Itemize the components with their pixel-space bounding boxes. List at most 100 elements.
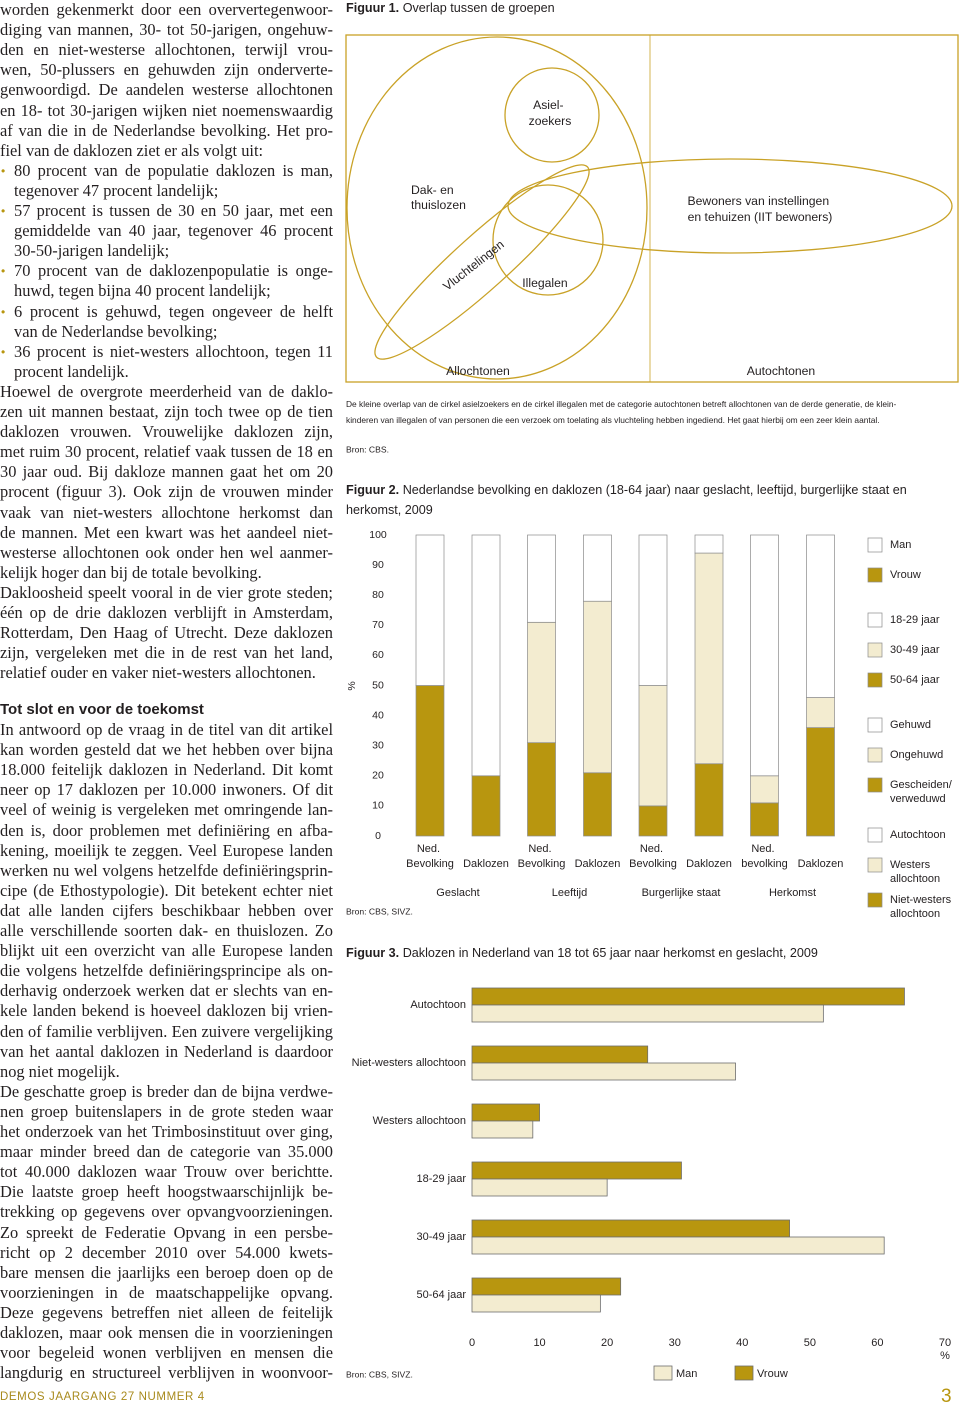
text-line: den is, door problemen met definiëring e… — [0, 820, 333, 840]
bar-segment — [583, 534, 612, 602]
y-tick-label: 30 — [372, 739, 384, 751]
x-tick-label: Daklozen — [463, 858, 509, 870]
figure-title: Figuur 3. Daklozen in Nederland van 18 t… — [346, 943, 946, 963]
bullet: • — [1, 163, 6, 178]
x-tick-label: 70 — [939, 1337, 951, 1349]
x-tick-label: Daklozen — [575, 858, 621, 870]
text-line: zijn, vergeleken met die in de rest van … — [0, 643, 333, 663]
source: Bron: CBS. — [346, 444, 389, 454]
text-line: fiel van de daklozen ziet er als volgt u… — [0, 140, 264, 160]
text-line: met ruim 30 procent, relatief vaak tusse… — [0, 442, 333, 462]
text-line: 36 procent is niet-westers allochtoon, t… — [14, 341, 333, 361]
y-tick-label: 70 — [372, 619, 384, 631]
legend-swatch — [867, 827, 883, 843]
text-line: kele landen bekend is hoeveel daklozen b… — [0, 1001, 333, 1021]
legend-swatch — [867, 777, 883, 793]
legend-label: Niet-westers allochtoon — [890, 894, 954, 920]
refugees-ellipse — [374, 164, 590, 360]
text-line: worden gekenmerkt door een oververtegenw… — [0, 0, 333, 19]
y-tick-label: Westers allochtoon — [373, 1115, 466, 1127]
x-tick-label: 10 — [533, 1337, 545, 1349]
text-line: langdurig en structureel verblijven in w… — [0, 1363, 333, 1383]
legend-label: Gehuwd — [890, 719, 931, 731]
bar-segment — [583, 772, 612, 837]
bar — [471, 1277, 622, 1296]
text-line: Zo spreekt de Federatie Opvang in een pe… — [0, 1222, 333, 1242]
figure-label: Figuur 1. — [346, 1, 400, 15]
legend-swatch — [867, 612, 883, 628]
bar — [471, 1236, 885, 1255]
legend-label: Ongehuwd — [890, 749, 943, 761]
text-line: procent landelijk. — [14, 361, 129, 381]
text-line: gemiddelde van 40 jaar, tegenover 46 pro… — [14, 221, 333, 241]
node-label: Dak- en thuislozen — [411, 183, 466, 212]
y-tick-label: 30-49 jaar — [416, 1231, 466, 1243]
bullet: • — [1, 304, 6, 319]
text-line: 6 procent is gehuwd, tegen ongeveer de h… — [14, 301, 333, 321]
text-line: één op de drie daklozen verblijft in Ams… — [0, 603, 333, 622]
legend-swatch — [867, 567, 883, 583]
bar-segment — [806, 534, 835, 698]
legend-label: Vrouw — [890, 569, 921, 581]
text-line: alle verschillende soorten dak- en thuis… — [0, 921, 333, 940]
legend-swatch — [734, 1365, 754, 1381]
text-line: van de Nederlandse bevolking; — [14, 321, 218, 341]
text-line: 70 procent van de daklozenpopulatie is o… — [14, 261, 333, 281]
bar-segment — [415, 534, 445, 686]
text-line: Deze gegevens betreffen niet alleen de f… — [0, 1302, 333, 1322]
bar-segment — [806, 697, 835, 728]
y-tick-label: 80 — [372, 589, 384, 601]
bar-segment — [471, 534, 501, 777]
text-line: die volgens hetzelfde definiëringsprinci… — [0, 961, 333, 981]
y-tick-label: 60 — [372, 649, 384, 661]
node-label: Illegalen — [522, 276, 567, 290]
legend-swatch — [867, 672, 883, 688]
bar-segment — [750, 534, 779, 777]
x-tick-label: Daklozen — [686, 858, 732, 870]
x-tick-label: Ned. bevolking — [741, 843, 787, 870]
text-line: Rotterdam, Den Haag of Utrecht. Deze dak… — [0, 623, 333, 643]
text-line: 30-50-jarigen landelijk; — [14, 241, 170, 261]
text-line: de mannen. Met een kwart was het aandeel… — [0, 522, 333, 542]
bar — [471, 1004, 824, 1023]
text-line: nog niet mogelijk. — [0, 1061, 120, 1081]
bar — [471, 987, 905, 1006]
bar — [471, 1294, 601, 1313]
text-line: Hoewel de overgrote meerderheid van de d… — [0, 381, 333, 401]
text-line: dat alle landen cijfers beschikbaar hebb… — [0, 900, 333, 920]
y-tick-label: 50 — [372, 679, 384, 691]
text-line: nen groep buitenslapers in de grote sted… — [0, 1101, 333, 1121]
bar-segment — [694, 763, 724, 837]
legend-swatch — [653, 1365, 673, 1381]
legend-label: Vrouw — [757, 1368, 788, 1380]
text-line: maar minder breed dan de categorie van 3… — [0, 1142, 333, 1162]
y-tick-label: 100 — [369, 529, 387, 541]
y-tick-label: 10 — [372, 800, 384, 812]
legend-swatch — [867, 717, 883, 733]
bullet: • — [1, 204, 6, 218]
group-label: Burgerlijke staat — [642, 887, 721, 899]
text-line: huwd, tegen bijna 40 procent landelijk; — [14, 281, 271, 301]
group-label: Herkomst — [769, 887, 816, 899]
source: Bron: CBS, SIVZ. — [346, 1369, 413, 1379]
figure-title-text: Daklozen in Nederland van 18 tot 65 jaar… — [402, 946, 818, 960]
text-line: 57 procent is tussen de 30 en 50 jaar, m… — [14, 201, 333, 220]
venn-shapes — [345, 34, 959, 383]
illegals-circle — [492, 184, 604, 296]
x-tick-label: Ned. Bevolking — [518, 843, 566, 870]
footer-journal: DEMOS JAARGANG 27 NUMMER 4 — [0, 1391, 205, 1403]
text-line: trekking op gegevens over opvangvoorzien… — [0, 1202, 333, 1222]
legend-swatch — [867, 892, 883, 908]
text-line: De geschatte groep is breder dan de bijn… — [0, 1081, 333, 1101]
text-line: neer op 17 daklozen per 10.000 inwoners.… — [0, 780, 333, 800]
y-tick-label: 40 — [372, 709, 384, 721]
figure-title: Figuur 1. Overlap tussen de groepen — [346, 0, 946, 18]
x-tick-label: 20 — [601, 1337, 613, 1349]
legend-label: Westers allochtoon — [890, 859, 940, 885]
caption: kinderen van illegalen of van personen d… — [346, 415, 880, 425]
text-line: het onderzoek van het Trimbosinstituut o… — [0, 1122, 333, 1141]
text-line: tegenover 47 procent landelijk; — [14, 180, 219, 200]
y-tick-label: 0 — [375, 830, 381, 842]
legend-label: 50-64 jaar — [890, 674, 940, 686]
